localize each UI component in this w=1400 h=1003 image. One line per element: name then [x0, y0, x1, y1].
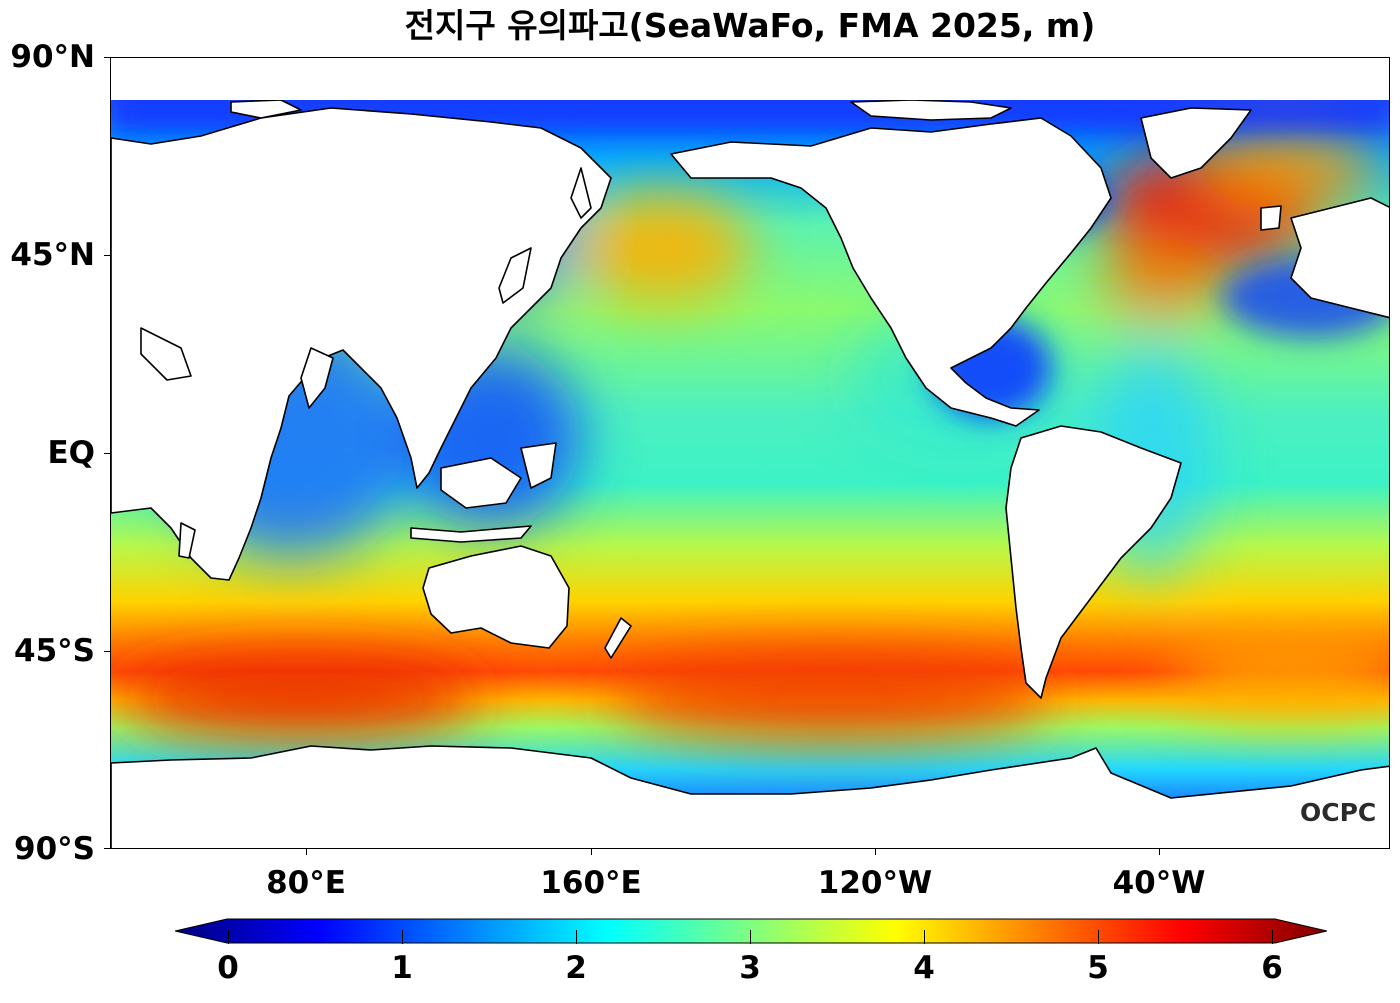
colorbar-label-2: 2 [565, 950, 587, 986]
colorbar-tick [1272, 930, 1273, 944]
colorbar-label-1: 1 [391, 950, 413, 986]
colorbar-tick [228, 930, 229, 944]
colorbar-label-4: 4 [913, 950, 935, 986]
colorbar-tick [576, 930, 577, 944]
colorbar-label-0: 0 [217, 950, 239, 986]
lat-label-90n: 90°N [10, 39, 95, 75]
lon-tick [306, 849, 307, 855]
lat-tick [104, 57, 110, 58]
lat-tick [104, 255, 110, 256]
colorbar-tick [1098, 930, 1099, 944]
map-frame [110, 57, 1390, 849]
map-title: 전지구 유의파고(SeaWaFo, FMA 2025, m) [404, 6, 1096, 45]
lat-label-45s: 45°S [14, 633, 95, 669]
colorbar-tick [750, 930, 751, 944]
colorbar-label-6: 6 [1261, 950, 1283, 986]
colorbar-label-3: 3 [739, 950, 761, 986]
colorbar-label-5: 5 [1087, 950, 1109, 986]
lat-label-eq: EQ [47, 435, 95, 471]
lon-label-80e: 80°E [266, 865, 346, 901]
lat-tick [104, 453, 110, 454]
colorbar-tick [924, 930, 925, 944]
lon-tick [591, 849, 592, 855]
colorbar [175, 918, 1327, 944]
lon-label-120w: 120°W [817, 865, 933, 901]
lon-label-40w: 40°W [1112, 865, 1206, 901]
lon-tick [1159, 849, 1160, 855]
arctic-mask [111, 58, 1389, 100]
colorbar-tick [402, 930, 403, 944]
colorbar-bar [175, 918, 1327, 944]
land [111, 99, 1389, 848]
lon-label-160e: 160°E [540, 865, 642, 901]
lat-label-45n: 45°N [10, 237, 95, 273]
wave-height-map [111, 58, 1389, 848]
lon-tick [875, 849, 876, 855]
lat-tick [104, 848, 110, 849]
lat-tick [104, 651, 110, 652]
ocpc-watermark: OCPC [1300, 798, 1377, 827]
lat-label-90s: 90°S [14, 831, 95, 867]
